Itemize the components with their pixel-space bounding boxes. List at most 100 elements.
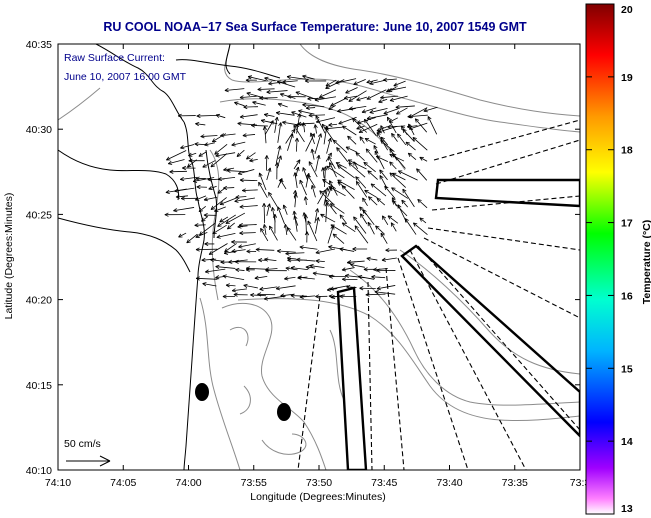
current-vector-arrow bbox=[395, 104, 415, 110]
current-vector-arrow bbox=[348, 105, 367, 111]
current-vector-arrow bbox=[355, 176, 367, 189]
current-vector-arrow bbox=[361, 107, 377, 114]
current-vector-arrow bbox=[362, 197, 368, 207]
current-vector-arrow bbox=[245, 78, 257, 83]
current-vector-arrow bbox=[264, 257, 277, 262]
current-vector-arrow bbox=[414, 118, 428, 133]
current-vector-arrow bbox=[204, 142, 216, 147]
current-vector-arrow bbox=[243, 104, 258, 110]
x-tick-label: 73:40 bbox=[436, 477, 462, 489]
colorbar-gradient bbox=[585, 3, 615, 515]
current-vector-arrow bbox=[198, 206, 206, 213]
current-vector-arrow bbox=[262, 126, 268, 144]
x-tick-label: 73:45 bbox=[371, 477, 397, 489]
current-vector-arrow bbox=[373, 145, 379, 153]
current-vector-arrow bbox=[315, 294, 328, 299]
current-vector-arrow bbox=[356, 96, 368, 102]
current-vector-arrow bbox=[402, 128, 415, 142]
current-vector-arrow bbox=[404, 218, 417, 235]
current-vector-arrow bbox=[318, 89, 337, 98]
current-vector-arrow bbox=[235, 194, 247, 200]
current-vector-arrow bbox=[380, 125, 385, 134]
current-vector-arrow bbox=[292, 210, 298, 232]
current-vector-arrow bbox=[380, 232, 388, 244]
current-vector-arrow bbox=[337, 108, 356, 113]
current-vector-arrow bbox=[329, 285, 349, 291]
current-vector-arrow bbox=[250, 292, 267, 298]
current-vector-arrow bbox=[347, 135, 357, 145]
current-vector-arrow bbox=[290, 293, 307, 298]
current-vector-arrow bbox=[188, 152, 197, 157]
current-vector-arrow bbox=[277, 155, 282, 169]
current-vector-arrow bbox=[332, 139, 348, 154]
current-vector-arrow bbox=[382, 215, 389, 225]
current-vector-arrow bbox=[297, 275, 315, 280]
colorbar-tick-label: 13 bbox=[621, 503, 633, 515]
current-vector-arrow bbox=[310, 185, 316, 198]
current-vector-arrow bbox=[359, 136, 365, 144]
current-vector-arrow bbox=[315, 248, 336, 255]
current-vector-arrow bbox=[407, 152, 417, 161]
y-axis-label: Latitude (Degrees:Minutes) bbox=[3, 193, 15, 320]
current-vector-arrow bbox=[228, 259, 248, 264]
current-vector-arrow bbox=[314, 133, 322, 154]
current-vector-arrow bbox=[262, 224, 267, 235]
map-plot-area: Raw Surface Current: June 10, 2007 16:00… bbox=[57, 43, 581, 471]
current-vector-arrow bbox=[166, 150, 187, 161]
current-vector-arrow bbox=[196, 113, 218, 119]
current-vector-arrow bbox=[251, 123, 268, 128]
current-vector-arrow bbox=[347, 159, 367, 170]
current-vector-arrow bbox=[305, 133, 315, 152]
current-vector-arrow bbox=[174, 187, 195, 193]
current-vector-arrow bbox=[173, 207, 195, 213]
current-vector-arrow bbox=[389, 95, 408, 102]
current-vector-arrow bbox=[366, 89, 387, 100]
current-vector-arrow bbox=[225, 212, 246, 224]
current-vector-arrow bbox=[293, 172, 298, 189]
current-vector-arrow bbox=[356, 125, 365, 130]
current-vector-arrow bbox=[220, 133, 236, 138]
current-vector-arrow bbox=[376, 197, 386, 206]
current-vector-arrow bbox=[204, 241, 215, 247]
current-vector-arrow bbox=[303, 196, 308, 205]
y-tick-label: 40:25 bbox=[26, 209, 52, 221]
current-vector-arrow bbox=[364, 137, 376, 145]
current-vector-arrow bbox=[366, 114, 388, 121]
current-vector-arrow bbox=[341, 222, 356, 233]
current-vector-arrow bbox=[367, 221, 375, 235]
surface-current-vectors bbox=[164, 74, 438, 301]
scale-vector-label: 50 cm/s bbox=[64, 438, 101, 450]
current-vector-arrow bbox=[219, 197, 239, 206]
current-vector-arrow bbox=[384, 185, 396, 199]
current-vector-arrow bbox=[279, 179, 287, 190]
current-vector-arrow bbox=[264, 76, 276, 82]
current-vector-arrow bbox=[299, 245, 318, 250]
current-vector-arrow bbox=[167, 159, 185, 165]
current-vector-arrow bbox=[327, 156, 336, 170]
current-vector-arrow bbox=[407, 114, 428, 119]
current-vector-arrow bbox=[376, 285, 396, 291]
current-vector-arrow bbox=[286, 75, 308, 80]
x-tick-label: 73:3 bbox=[570, 477, 591, 489]
colorbar-tick-label: 18 bbox=[621, 145, 633, 157]
current-vector-arrow bbox=[342, 125, 357, 136]
current-vector-arrow bbox=[374, 290, 396, 295]
current-vector-arrow bbox=[309, 132, 315, 145]
current-vector-arrow bbox=[401, 199, 409, 208]
current-vector-arrow bbox=[390, 222, 397, 232]
current-vector-arrow bbox=[315, 259, 325, 264]
current-vector-arrow bbox=[224, 88, 245, 93]
colorbar-tick-label: 17 bbox=[621, 218, 633, 230]
current-vector-arrow bbox=[388, 86, 407, 93]
current-vector-arrow bbox=[175, 194, 188, 199]
current-vector-arrow bbox=[308, 161, 318, 178]
current-vector-arrow bbox=[215, 152, 236, 158]
current-vector-arrow bbox=[352, 246, 368, 252]
current-vector-arrow bbox=[383, 77, 397, 82]
current-vector-arrow bbox=[208, 185, 217, 190]
current-vector-arrow bbox=[245, 266, 266, 271]
current-vector-arrow bbox=[277, 102, 288, 108]
current-vector-arrow bbox=[194, 195, 207, 201]
figure-title: RU COOL NOAA–17 Sea Surface Temperature:… bbox=[103, 20, 527, 34]
current-vector-arrow bbox=[391, 133, 398, 142]
